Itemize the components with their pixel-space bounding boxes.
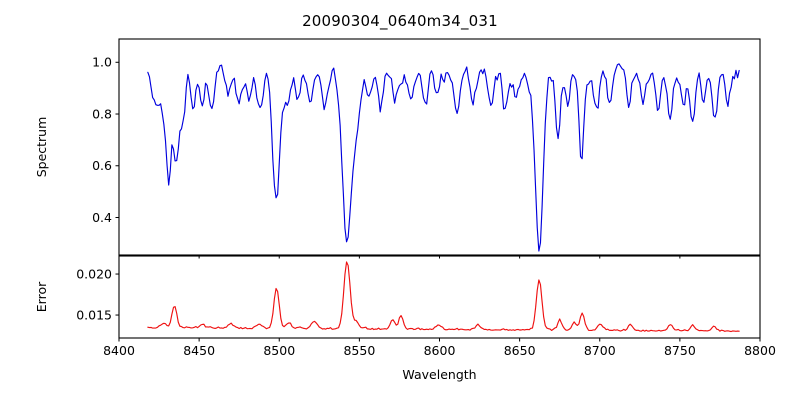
ytick-label-spectrum-2: 0.8 (92, 106, 112, 121)
panel-spectrum: 0.4 0.6 0.8 1.0 Spectrum (34, 38, 761, 259)
xtick-label-6: 8700 (584, 343, 616, 358)
axis-label-wavelength: Wavelength (402, 367, 476, 382)
panel-error: 0.015 0.020 8400 8450 8500 8550 8600 8650 8700 87… (34, 255, 776, 358)
xtick-label-1: 8450 (183, 343, 215, 358)
xtick-label-5: 8650 (504, 343, 536, 358)
ytick-label-spectrum-1: 0.6 (92, 158, 112, 173)
xtick-label-0: 8400 (103, 343, 135, 358)
axis-label-error: Error (34, 281, 49, 312)
ytick-label-spectrum-0: 0.4 (92, 210, 112, 225)
xtick-label-7: 8750 (664, 343, 696, 358)
xtick-label-4: 8600 (424, 343, 456, 358)
ytick-label-spectrum-3: 1.0 (92, 55, 112, 70)
data-series-spectrum (147, 63, 740, 252)
axis-label-spectrum: Spectrum (34, 117, 49, 178)
xtick-label-2: 8500 (263, 343, 295, 358)
panel-frame-spectrum (118, 38, 761, 256)
chart-title: 20090304_0640m34_031 (302, 12, 498, 30)
ytick-label-error-0: 0.015 (76, 307, 112, 322)
ytick-label-error-1: 0.020 (76, 266, 112, 281)
xtick-label-3: 8550 (343, 343, 375, 358)
xtick-label-8: 8800 (744, 343, 776, 358)
data-series-error (147, 261, 740, 333)
